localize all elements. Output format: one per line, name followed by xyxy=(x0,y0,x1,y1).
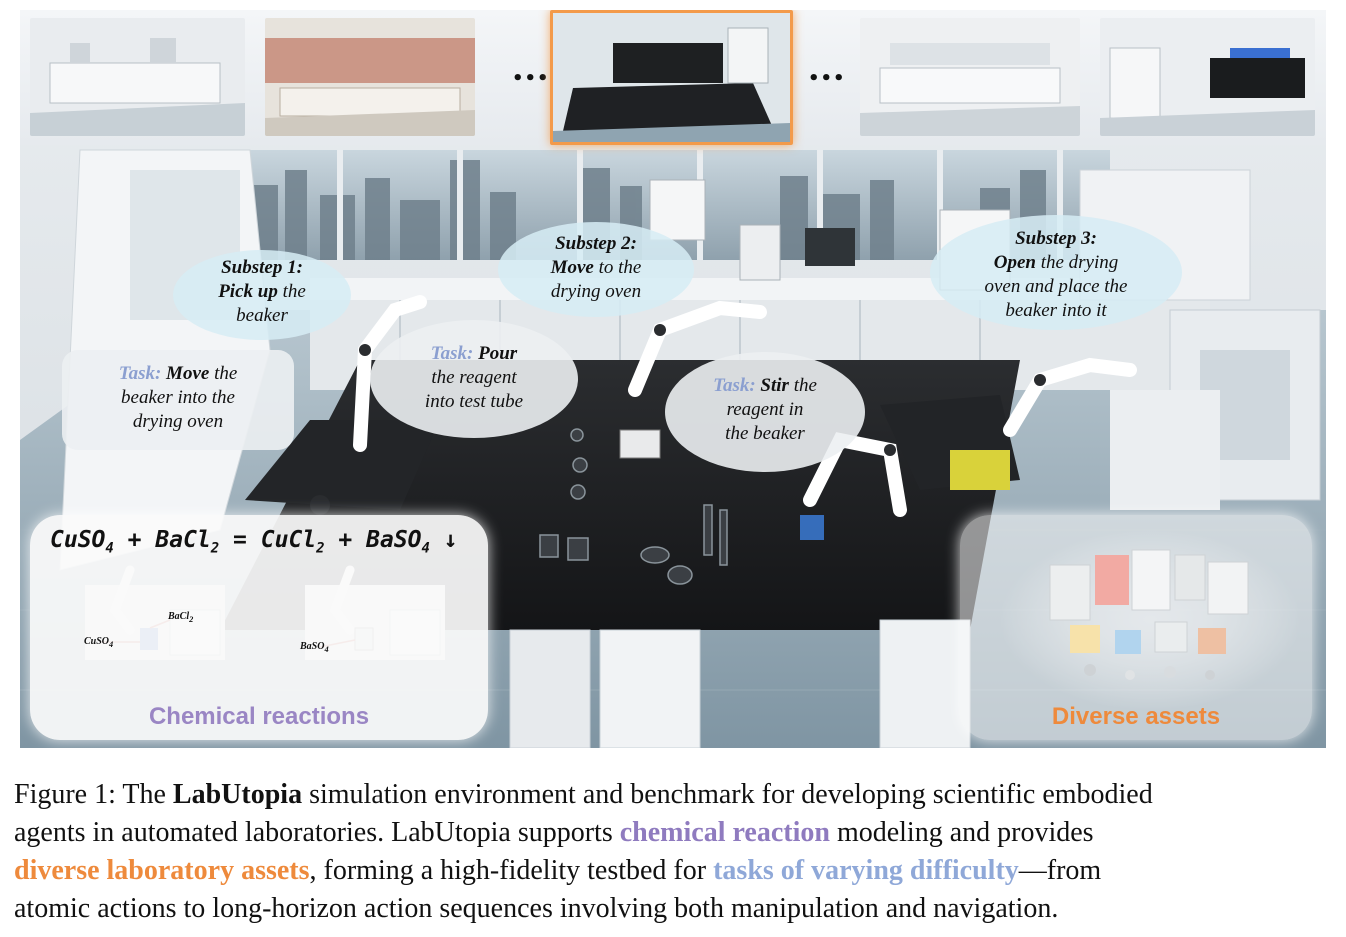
equation-term: CuSO xyxy=(50,527,106,553)
task-move-text: the xyxy=(209,363,238,384)
substep3-text: oven and place the xyxy=(984,276,1128,297)
equation-subscript: 4 xyxy=(105,540,114,557)
scene-thumbnail-selected[interactable] xyxy=(550,10,793,145)
scene-thumbnail[interactable] xyxy=(265,18,475,136)
substep3-text: the drying xyxy=(1035,252,1119,273)
equation-subscript: 2 xyxy=(316,540,325,557)
task-label: Task: xyxy=(430,343,474,364)
labutopia-figure: ••• ••• xyxy=(20,10,1326,748)
scene-thumbnail[interactable] xyxy=(860,18,1080,136)
equation-subscript: 4 xyxy=(421,540,430,557)
substep3-title: Substep 3: xyxy=(1015,228,1097,249)
task-move-verb: Move xyxy=(166,363,210,384)
task-pour-text: into test tube xyxy=(424,391,524,412)
equation-subscript: 2 xyxy=(210,540,220,557)
substep2-verb: Move xyxy=(550,257,594,278)
highlight-diverse-assets: diverse laboratory assets xyxy=(14,855,310,886)
equation-term: + BaCl xyxy=(113,527,211,553)
baso4-label: BaSO4 xyxy=(300,641,329,654)
more-scenes-ellipsis: ••• xyxy=(512,68,550,89)
task-pour-verb: Pour xyxy=(478,343,518,364)
task-stir-text: the beaker xyxy=(725,423,805,444)
substep2-title: Substep 2: xyxy=(555,233,637,254)
caption-line: Figure 1: The LabUtopia simulation envir… xyxy=(14,779,1153,810)
figure-caption: Figure 1: The LabUtopia simulation envir… xyxy=(14,776,1334,928)
scene-thumbnail[interactable] xyxy=(30,18,245,136)
diverse-assets-panel: Diverse assets xyxy=(960,515,1312,740)
caption-line: atomic actions to long-horizon action se… xyxy=(14,893,1059,924)
bacl2-label: BaCl2 xyxy=(168,611,194,624)
substep2-text: drying oven xyxy=(550,281,642,302)
task-stir-bubble: Task: Stir the reagent in the beaker xyxy=(665,352,865,472)
diverse-assets-title: Diverse assets xyxy=(1051,703,1221,730)
precipitate-arrow: ↓ xyxy=(429,527,458,553)
substep3-bubble: Substep 3: Open the drying oven and plac… xyxy=(930,215,1182,330)
task-stir-text: reagent in xyxy=(726,399,804,420)
task-move-text: drying oven xyxy=(132,411,224,432)
labutopia-name: LabUtopia xyxy=(172,779,303,810)
reaction-equation: CuSO4 + BaCl2 = CuCl2 + BaSO4 ↓ xyxy=(50,527,458,557)
scene-thumbnail[interactable] xyxy=(1100,18,1315,136)
task-label: Task: xyxy=(713,375,756,396)
chemical-reactions-panel: Chemical reactions xyxy=(30,515,488,740)
task-move-text: beaker into the xyxy=(121,387,235,408)
substep3-verb: Open xyxy=(993,252,1036,273)
caption-line: diverse laboratory assets, forming a hig… xyxy=(14,855,1102,886)
substep1-bubble: Substep 1: Pick up the beaker xyxy=(173,250,351,340)
cuso4-label: CuSO4 xyxy=(84,636,114,649)
scene-thumbnail-strip: ••• ••• xyxy=(20,10,1326,145)
task-move-bubble: Task: Move the beaker into the drying ov… xyxy=(62,350,294,450)
substep1-title: Substep 1: xyxy=(221,257,303,278)
highlight-chemical-reaction: chemical reaction xyxy=(619,817,830,848)
substep2-bubble: Substep 2: Move to the drying oven xyxy=(498,222,694,317)
caption-line: agents in automated laboratories. LabUto… xyxy=(14,817,1094,848)
substep1-text: beaker xyxy=(236,305,288,326)
task-pour-bubble: Task: Pour the reagent into test tube xyxy=(370,320,578,438)
chemical-reactions-title: Chemical reactions xyxy=(148,703,370,730)
substep1-verb: Pick up xyxy=(218,281,278,302)
task-pour-text: the reagent xyxy=(431,367,517,388)
substep1-text: the xyxy=(277,281,306,302)
equation-term: = CuCl xyxy=(219,527,317,553)
highlight-tasks: tasks of varying difficulty xyxy=(713,855,1019,886)
task-stir-text: the xyxy=(788,375,817,396)
substep2-text: to the xyxy=(593,257,642,278)
task-stir-verb: Stir xyxy=(760,375,789,396)
task-label: Task: xyxy=(118,363,162,384)
equation-term: + BaSO xyxy=(324,527,422,553)
more-scenes-ellipsis: ••• xyxy=(808,68,846,89)
substep3-text: beaker into it xyxy=(1005,300,1107,321)
